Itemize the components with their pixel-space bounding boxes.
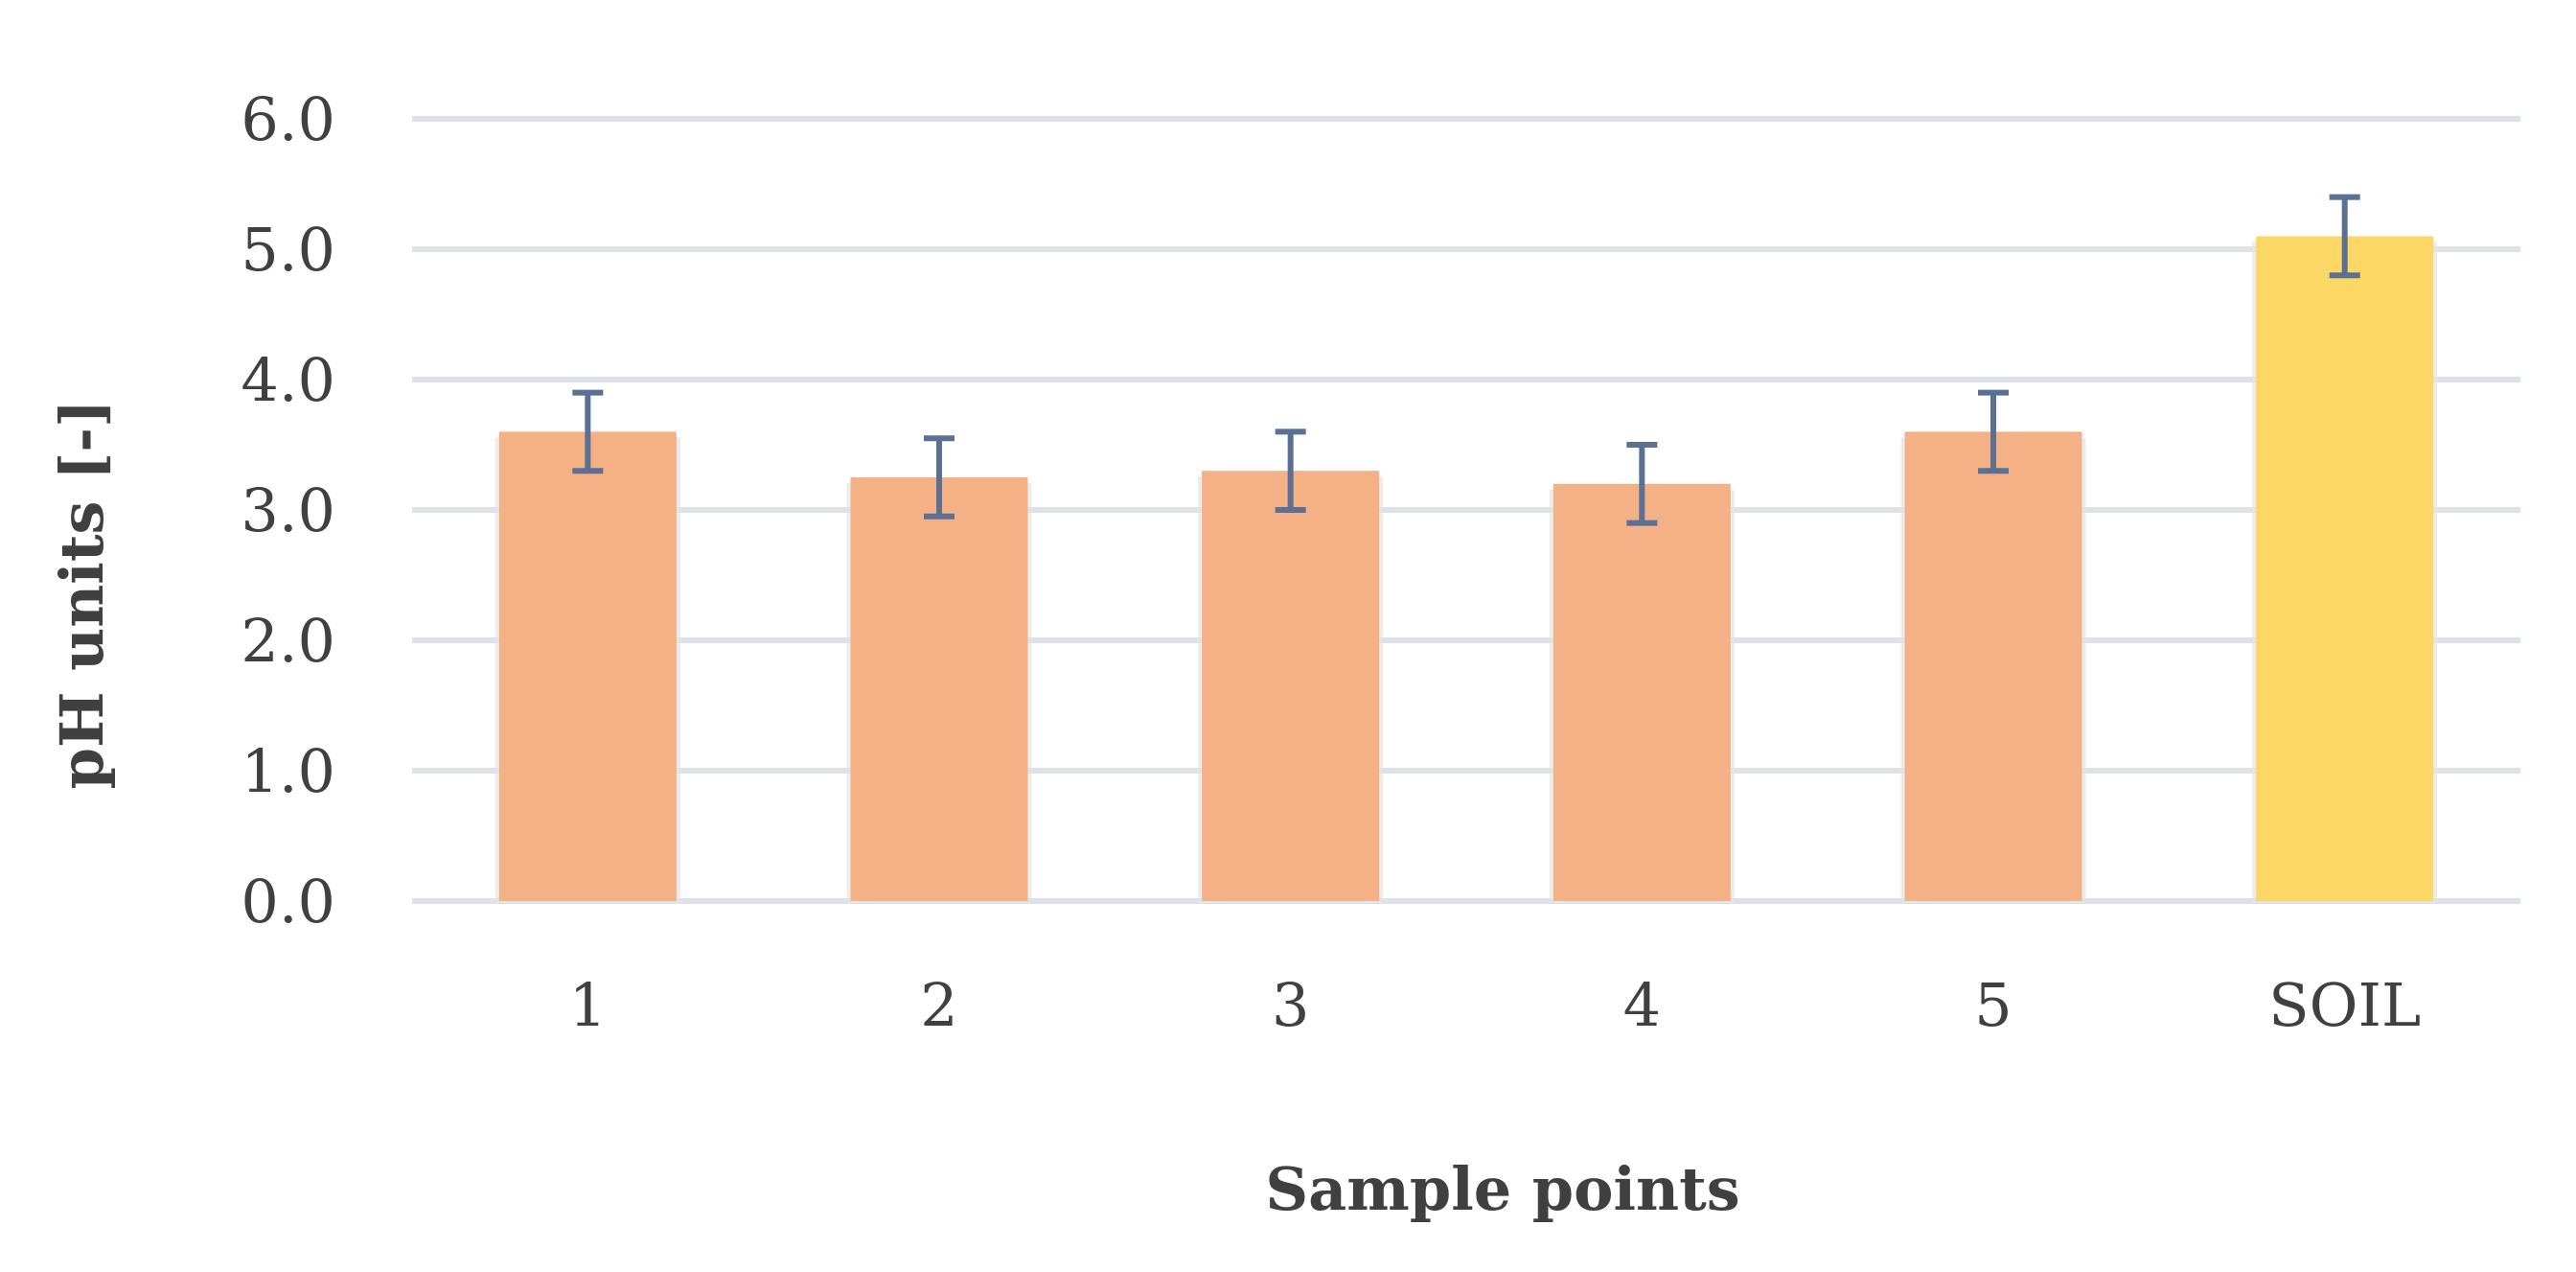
y-tick-label: 1.0	[241, 736, 335, 806]
gridlines	[412, 116, 2520, 904]
error-bar-3	[1275, 428, 1306, 513]
y-tick-label: 5.0	[241, 215, 335, 285]
y-tick-label: 0.0	[241, 867, 335, 937]
x-tick-label: 2	[920, 970, 957, 1040]
x-tick-label: 5	[1974, 970, 2012, 1040]
y-tick-label: 3.0	[241, 475, 335, 545]
y-tick-label: 6.0	[241, 84, 335, 154]
bar-5	[1904, 431, 2082, 901]
x-tick-label: SOIL	[2268, 970, 2421, 1040]
y-tick-labels: 0.0 1.0 2.0 3.0 4.0 5.0 6.0	[241, 84, 335, 937]
y-axis-title: pH units [-]	[47, 400, 117, 790]
error-bar-5	[1978, 389, 2009, 474]
bar-1	[498, 431, 677, 901]
error-bar-2	[924, 435, 954, 520]
bar-2	[850, 477, 1028, 901]
y-tick-label: 4.0	[241, 345, 335, 415]
x-tick-label: 3	[1272, 970, 1309, 1040]
bar-4	[1552, 483, 1731, 901]
bar-soil	[2256, 236, 2434, 901]
x-tick-labels: 1 2 3 4 5 SOIL	[569, 970, 2422, 1040]
x-axis-title: Sample points	[1265, 1154, 1739, 1224]
bar-3	[1202, 471, 1380, 901]
error-bar-soil	[2329, 194, 2360, 279]
error-bars	[572, 194, 2360, 526]
x-tick-label: 1	[569, 970, 607, 1040]
x-tick-label: 4	[1623, 970, 1661, 1040]
error-bar-4	[1626, 442, 1658, 526]
bars	[494, 236, 2438, 903]
y-tick-label: 2.0	[241, 606, 335, 676]
error-bar-1	[572, 389, 604, 474]
